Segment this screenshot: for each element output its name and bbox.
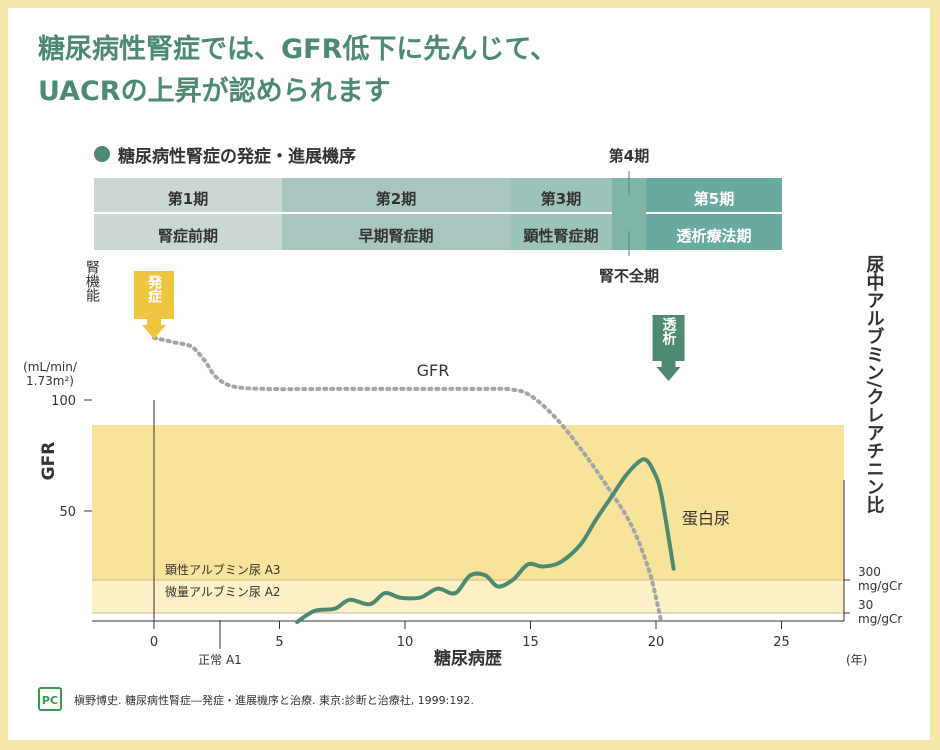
dialysis-arrow-head <box>656 361 681 381</box>
uacr-axis-label: 尿中アルブミン/クレアチニン比 <box>864 255 885 515</box>
y-tick-label-50: 50 <box>59 505 76 520</box>
x-tick-label-5: 5 <box>275 635 283 650</box>
headline-line1: 糖尿病性腎症では、GFR低下に先んじて、 <box>38 33 557 65</box>
gfr-unit-line1: (mL/min/ <box>23 360 78 374</box>
stage-2-name: 早期腎症期 <box>358 227 433 245</box>
uacr-tick-30-unit: mg/gCr <box>858 612 902 626</box>
band-a3 <box>92 425 844 580</box>
stage-4-name: 腎不全期 <box>599 267 659 285</box>
stage-3-name: 顕性腎症期 <box>523 227 598 245</box>
y-ticks: 50 100 <box>51 394 92 520</box>
x-tick-label-20: 20 <box>648 635 665 650</box>
gfr-axis-label: GFR <box>39 442 59 481</box>
stage-3-period: 第3期 <box>541 190 581 208</box>
x-tick-label-15: 15 <box>522 635 539 650</box>
headline-line2: UACRの上昇が認められます <box>38 75 391 107</box>
onset-arrow-icon: 発症 <box>134 271 174 339</box>
series-proteinuria-label: 蛋白尿 <box>682 509 730 528</box>
uacr-tick-300-unit: mg/gCr <box>858 579 902 593</box>
series-gfr-label: GFR <box>417 361 450 380</box>
publisher-logo-frame <box>38 687 62 711</box>
uacr-tick-300-value: 300 <box>858 565 881 579</box>
onset-label: 発症 <box>146 274 163 304</box>
kidney-function-label: 腎機能 <box>84 260 100 303</box>
stage-5-period: 第5期 <box>694 190 734 208</box>
section-title: 糖尿病性腎症の発症・進展機序 <box>118 146 356 167</box>
onset-arrow-head <box>142 319 166 339</box>
y-tick-label-100: 100 <box>51 394 76 409</box>
uacr-tick-30-value: 30 <box>858 598 873 612</box>
stage-5-name: 透析療法期 <box>676 227 751 245</box>
series-proteinuria-line <box>295 457 676 624</box>
section-bullet-icon <box>94 146 110 162</box>
x-tick-label-25: 25 <box>773 635 790 650</box>
citation-text: 槇野博史. 糖尿病性腎症―発症・進展機序と治療. 東京:診断と治療社, 1999… <box>74 693 474 707</box>
x-ticks: 0 5 10 15 20 25 <box>150 621 790 650</box>
stage-1-period: 第1期 <box>168 190 208 208</box>
gfr-unit-line2: 1.73m²) <box>26 374 74 388</box>
stage-table: 第1期 第2期 第3期 第4期 第5期 腎症前期 早期腎症期 顕性腎症期 腎不全… <box>94 147 782 285</box>
band-a2 <box>92 580 844 613</box>
band-a3-label: 顕性アルブミン尿 A3 <box>165 562 281 577</box>
stage-4-period: 第4期 <box>609 147 649 165</box>
x-tick-label-0: 0 <box>150 635 158 650</box>
publisher-logo-text: PC <box>42 694 58 707</box>
stage-1-name: 腎症前期 <box>158 227 218 245</box>
onset-box <box>134 271 174 319</box>
x-tick-label-10: 10 <box>397 635 414 650</box>
dialysis-arrow-icon: 透析 <box>652 315 685 381</box>
dialysis-box <box>652 315 685 361</box>
publisher-logo: PC <box>38 687 62 711</box>
normal-a1-label: 正常 A1 <box>198 653 242 667</box>
dialysis-label: 透析 <box>661 317 677 346</box>
x-unit: (年) <box>846 653 867 667</box>
series-gfr-line <box>152 335 663 624</box>
band-a2-label: 微量アルブミン尿 A2 <box>165 584 281 599</box>
stage-2-period: 第2期 <box>376 190 416 208</box>
x-axis-label: 糖尿病歴 <box>434 648 502 669</box>
figure-card: 糖尿病性腎症では、GFR低下に先んじて、 UACRの上昇が認められます 糖尿病性… <box>8 8 930 740</box>
chart-figure: 糖尿病性腎症では、GFR低下に先んじて、 UACRの上昇が認められます 糖尿病性… <box>23 33 902 711</box>
